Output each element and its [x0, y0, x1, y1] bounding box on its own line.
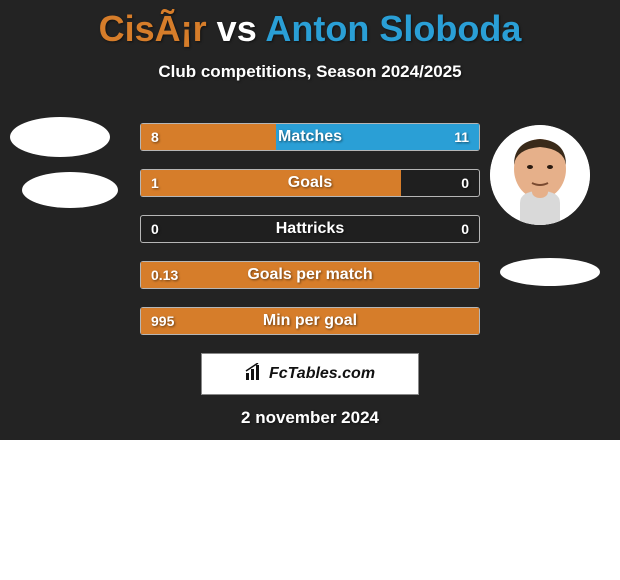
subtitle: Club competitions, Season 2024/2025 — [0, 62, 620, 82]
stat-value-right: 0 — [461, 175, 469, 191]
chart-icon — [245, 363, 265, 386]
branding-text: FcTables.com — [269, 365, 375, 383]
branding-box: FcTables.com — [201, 353, 419, 395]
stat-value-right: 11 — [454, 129, 469, 145]
stat-label: Min per goal — [141, 312, 479, 330]
title-right: Anton Sloboda — [265, 8, 521, 49]
stat-label: Goals — [141, 174, 479, 192]
stat-row: 995Min per goal — [140, 307, 480, 335]
infographic-container: CisÃ¡r vs Anton Sloboda Club competition… — [0, 0, 620, 440]
stat-row: 0.13Goals per match — [140, 261, 480, 289]
player-right-avatar — [490, 125, 590, 225]
stat-label: Goals per match — [141, 266, 479, 284]
player-face-icon — [490, 125, 590, 225]
player-left-avatar — [10, 117, 110, 157]
stat-label: Matches — [141, 128, 479, 146]
stat-row: 8Matches11 — [140, 123, 480, 151]
player-right-shape — [500, 258, 600, 286]
title-left: CisÃ¡r — [99, 8, 207, 49]
stat-row: 0Hattricks0 — [140, 215, 480, 243]
stat-label: Hattricks — [141, 220, 479, 238]
stat-row: 1Goals0 — [140, 169, 480, 197]
stat-value-right: 0 — [461, 221, 469, 237]
page-title: CisÃ¡r vs Anton Sloboda — [0, 0, 620, 50]
date-text: 2 november 2024 — [0, 408, 620, 428]
player-left-shape — [22, 172, 118, 208]
title-vs: vs — [217, 8, 266, 49]
stat-rows: 8Matches111Goals00Hattricks00.13Goals pe… — [140, 123, 480, 353]
